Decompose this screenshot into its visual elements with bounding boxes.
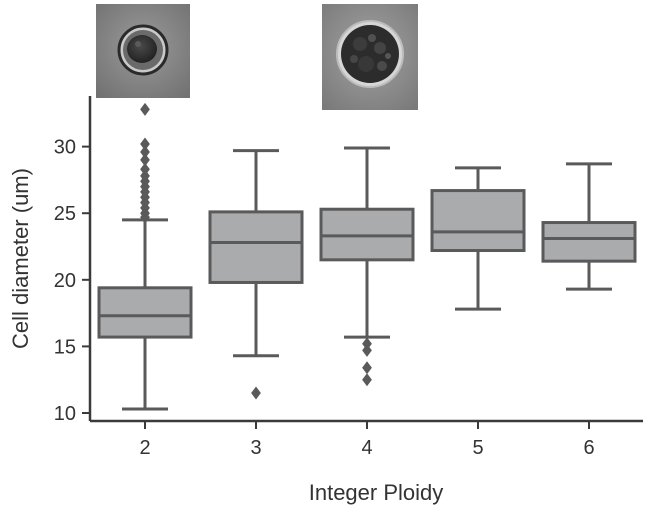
box-ploidy-4	[319, 146, 415, 387]
x-tick-label: 6	[583, 437, 594, 459]
iqr-box	[97, 286, 193, 339]
iqr-box	[541, 221, 637, 263]
outlier-point	[140, 137, 150, 151]
y-tick-label: 30	[54, 137, 76, 159]
outlier-point	[140, 153, 150, 167]
x-tick-label: 3	[250, 437, 261, 459]
outlier-point	[140, 145, 150, 159]
x-tick-label: 2	[139, 437, 150, 459]
y-tick-label: 15	[54, 336, 76, 358]
iqr-box	[430, 189, 526, 253]
cell-image-large	[322, 4, 418, 110]
box-ploidy-3	[208, 149, 304, 400]
x-axis-title: Integer Ploidy	[309, 480, 444, 505]
outlier-point	[140, 169, 150, 183]
iqr-box	[208, 210, 304, 284]
x-tick-label: 4	[361, 437, 372, 459]
y-axis-title: Cell diameter (um)	[8, 168, 33, 349]
outlier-point	[251, 386, 261, 400]
y-tick-label: 25	[54, 203, 76, 225]
box-ploidy-2	[97, 102, 193, 411]
cell-image-small	[96, 4, 190, 98]
x-tick-label: 5	[472, 437, 483, 459]
box-ploidy-6	[541, 162, 637, 291]
outlier-point	[362, 343, 372, 357]
outlier-point	[140, 162, 150, 176]
outlier-point	[140, 102, 150, 116]
y-tick-label: 10	[54, 403, 76, 425]
outlier-point	[362, 361, 372, 375]
box-ploidy-5	[430, 166, 526, 311]
cell-image-small-graphic	[96, 4, 190, 98]
outlier-point	[362, 373, 372, 387]
cell-image-large-graphic	[322, 4, 418, 110]
outlier-point	[362, 337, 372, 351]
y-tick-label: 20	[54, 270, 76, 292]
